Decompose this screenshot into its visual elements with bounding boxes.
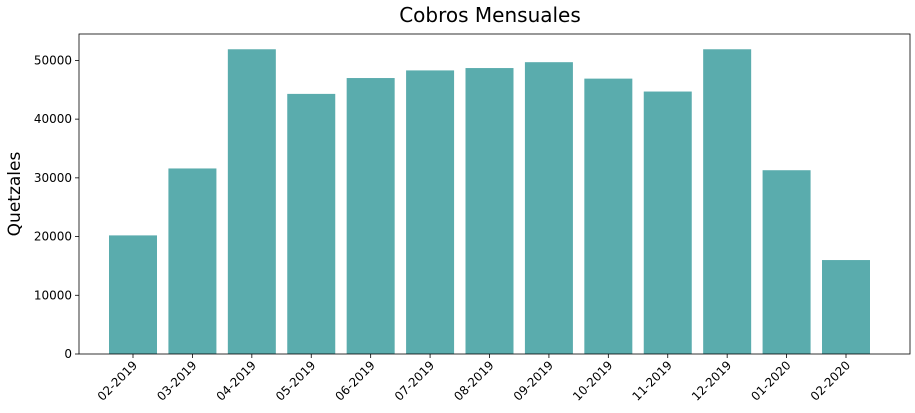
y-axis-ticks: 0 10000 20000 30000 40000 50000: [34, 53, 79, 361]
x-tick-label: 10-2019: [570, 358, 615, 403]
y-tick-label: 10000: [34, 288, 72, 302]
y-tick-label: 50000: [34, 53, 72, 67]
bars-group: [109, 49, 870, 355]
x-tick-label: 06-2019: [332, 358, 377, 403]
bar-03-2019: [168, 168, 217, 354]
x-tick-label: 03-2019: [154, 358, 199, 403]
bar-10-2019: [584, 78, 633, 355]
bar-11-2019: [643, 91, 692, 354]
bar-01-2020: [762, 170, 811, 354]
y-tick-label: 20000: [34, 230, 72, 244]
bar-02-2019: [109, 235, 157, 354]
bar-06-2019: [346, 78, 395, 355]
x-tick-label: 11-2019: [630, 358, 675, 403]
plot-frame: [78, 33, 911, 355]
x-tick-label: 07-2019: [392, 358, 437, 403]
bar-04-2019: [227, 49, 276, 355]
x-tick-label: 02-2020: [808, 358, 853, 403]
bar-07-2019: [406, 70, 455, 354]
x-tick-label: 12-2019: [689, 358, 734, 403]
x-axis-ticks: 02-2019 03-2019 04-2019 05-2019 06-2019 07-20…: [95, 354, 853, 404]
chart-title: Cobros Mensuales: [399, 3, 581, 27]
bar-05-2019: [287, 93, 336, 355]
x-tick-label: 04-2019: [214, 358, 259, 403]
bar-02-2020: [822, 260, 870, 354]
x-tick-label: 05-2019: [273, 358, 318, 403]
x-tick-label: 01-2020: [748, 358, 793, 403]
y-axis-label: Quetzales: [5, 152, 25, 237]
x-tick-label: 02-2019: [95, 358, 140, 403]
bar-12-2019: [703, 49, 752, 355]
y-tick-label: 0: [64, 347, 72, 361]
x-tick-label: 09-2019: [511, 358, 556, 403]
bar-09-2019: [524, 62, 573, 355]
y-tick-label: 40000: [34, 112, 72, 126]
bar-08-2019: [465, 68, 514, 354]
x-tick-label: 08-2019: [451, 358, 496, 403]
y-tick-label: 30000: [34, 171, 72, 185]
